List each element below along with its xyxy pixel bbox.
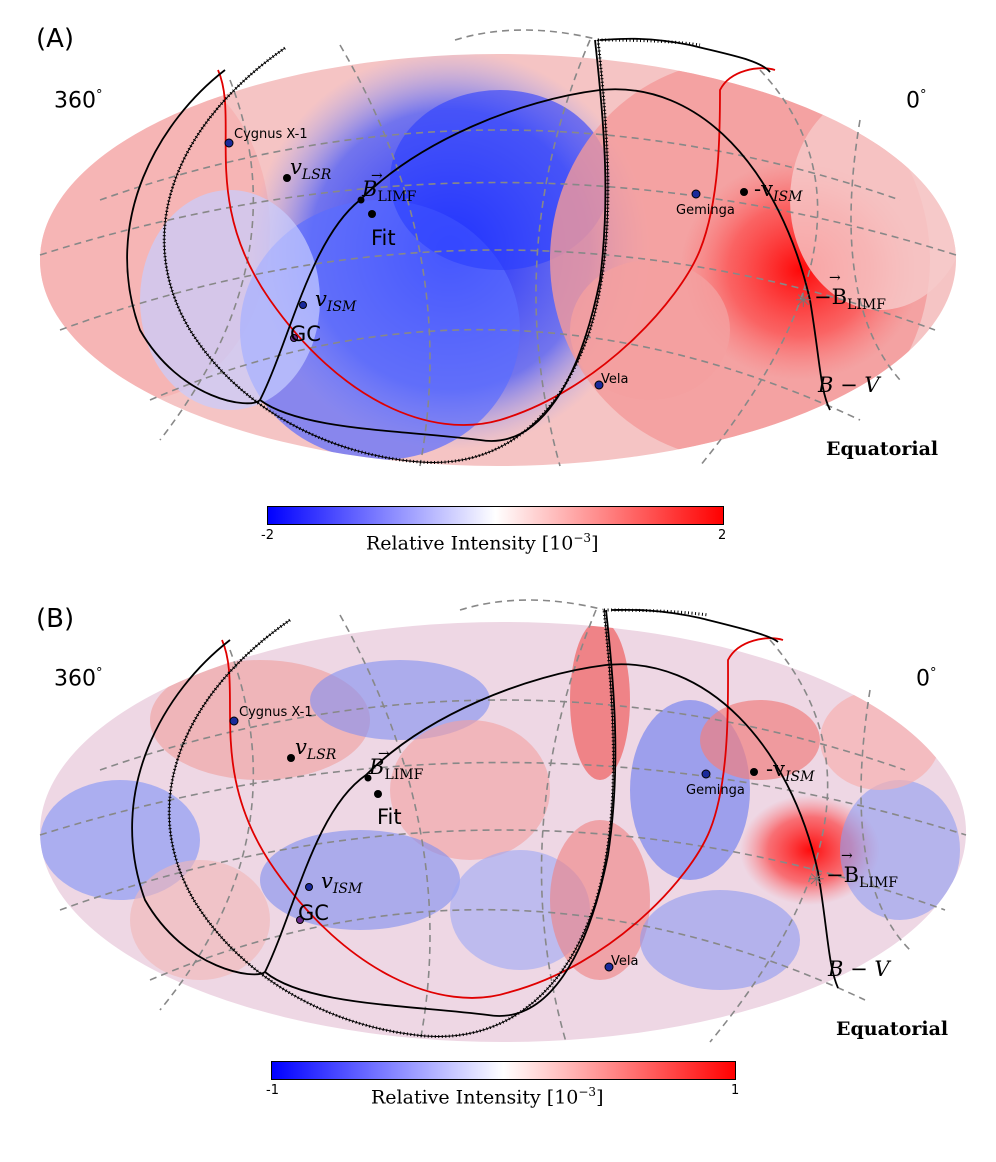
ra-left-label-b: 360°	[54, 666, 103, 692]
panel-b: Cygnus X-1 vLSR BLIMF → Fit vISM GC Gemi…	[0, 580, 996, 1162]
vism-label-b: vISM	[321, 869, 363, 897]
vela-marker-b	[604, 962, 614, 972]
b-v-curve-b	[131, 639, 839, 989]
colorbar-a	[267, 506, 724, 525]
vlsr-label-b: vLSR	[295, 735, 337, 763]
coord-system-label-b: Equatorial	[836, 1018, 949, 1040]
neg-blimf-arrow-b: →	[841, 848, 853, 864]
vela-marker-a	[594, 380, 604, 390]
cygnus-marker-a	[224, 138, 234, 148]
intensity-field-b	[40, 622, 966, 1042]
neg-blimf-label-b: −BLIMF	[826, 863, 898, 891]
colorbar-b	[271, 1061, 736, 1080]
vlsr-marker-a	[283, 174, 291, 182]
blimf-arrow-b: →	[378, 746, 390, 762]
vlsr-label-a: vLSR	[290, 155, 332, 183]
neg-blimf-marker-b: ✳	[808, 867, 825, 891]
cygnus-label-a: Cygnus X-1	[234, 127, 308, 142]
geminga-label-b: Geminga	[686, 783, 745, 798]
fit-marker-a	[368, 210, 376, 218]
colorbar-max-b: 1	[731, 1083, 740, 1098]
colorbar-title-b: Relative Intensity [10−3]	[371, 1085, 604, 1109]
blimf-marker-a	[357, 196, 365, 204]
colorbar-min-b: -1	[266, 1083, 279, 1098]
gc-marker-b	[296, 916, 304, 924]
coord-system-label-a: Equatorial	[826, 438, 939, 460]
neg-vism-label-a: -vISM	[754, 177, 803, 205]
gc-label-b: GC	[298, 901, 329, 925]
geminga-label-a: Geminga	[676, 203, 735, 218]
vela-label-a: Vela	[601, 372, 628, 387]
neg-blimf-marker-a: ✳	[795, 288, 812, 312]
neg-vism-marker-b	[750, 768, 758, 776]
neg-blimf-label-a: −BLIMF	[814, 285, 886, 313]
bv-label-a: B − V	[817, 373, 881, 397]
limf-upper-arc-a	[599, 37, 771, 73]
panel-label-a: (A)	[36, 24, 75, 54]
ra-left-label-a: 360°	[54, 88, 103, 114]
panel-label-b: (B)	[36, 604, 75, 634]
ecliptic-curve-a	[217, 67, 776, 426]
vlsr-marker-b	[287, 754, 295, 762]
cygnus-marker-b	[229, 716, 239, 726]
neg-vism-label-b: -vISM	[766, 757, 815, 785]
limf-great-circle-b	[264, 609, 617, 1017]
geminga-marker-b	[701, 769, 711, 779]
gc-label-a: GC	[290, 322, 321, 346]
gc-marker-a	[290, 334, 298, 342]
fit-label-a: Fit	[371, 226, 396, 250]
blimf-label-b: BLIMF	[368, 755, 424, 783]
fit-label-b: Fit	[377, 805, 402, 829]
fit-marker-b	[374, 790, 382, 798]
vism-marker-b	[305, 883, 313, 891]
limf-upper-arc-b	[611, 608, 779, 643]
colorbar-title-a: Relative Intensity [10−3]	[366, 531, 599, 555]
geminga-marker-a	[691, 189, 701, 199]
ecliptic-curve-b	[221, 637, 784, 999]
blimf-label-a: BLIMF	[361, 177, 417, 205]
colorbar-min-a: -2	[261, 528, 274, 543]
colorbar-max-a: 2	[718, 528, 727, 543]
skymap-b: Cygnus X-1 vLSR BLIMF → Fit vISM GC Gemi…	[39, 599, 967, 1043]
graticule-b	[39, 599, 967, 1043]
ra-right-label-b: 0°	[916, 666, 937, 692]
vela-label-b: Vela	[611, 954, 638, 969]
neg-blimf-arrow-a: →	[829, 270, 841, 286]
blimf-marker-b	[364, 774, 372, 782]
hatched-plane-line-b	[168, 609, 614, 1037]
panel-a: Cygnus X-1 vLSR BLIMF → Fit vISM GC Gemi…	[0, 0, 996, 580]
cygnus-label-b: Cygnus X-1	[239, 705, 313, 720]
neg-vism-marker-a	[740, 188, 748, 196]
hatched-plane-line-a	[163, 39, 609, 463]
ra-right-label-a: 0°	[906, 88, 927, 114]
bv-label-b: B − V	[827, 957, 891, 981]
intensity-field-a	[40, 54, 956, 466]
vism-label-a: vISM	[315, 287, 357, 315]
hatched-plane-top-a	[597, 38, 701, 47]
vism-marker-a	[299, 301, 307, 309]
blimf-arrow-a: →	[371, 168, 383, 184]
skymap-a: Cygnus X-1 vLSR BLIMF → Fit vISM GC Gemi…	[39, 29, 957, 467]
